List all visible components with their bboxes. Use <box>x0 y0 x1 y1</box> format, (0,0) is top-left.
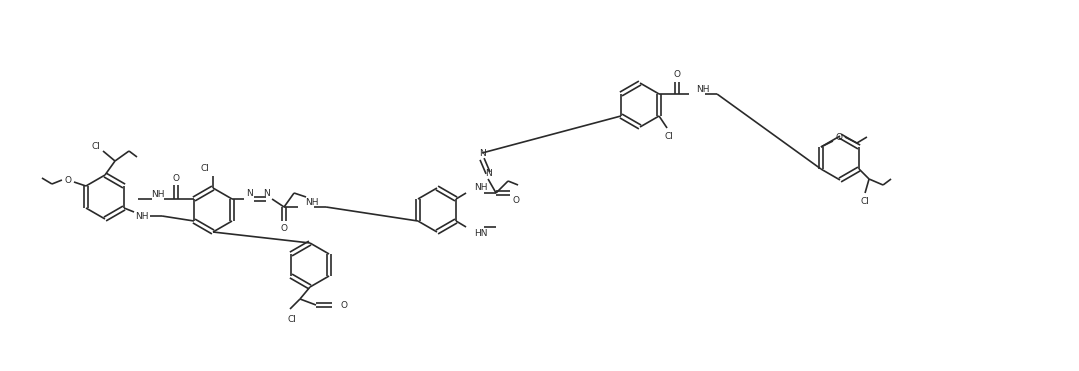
Text: O: O <box>513 196 520 204</box>
Text: N: N <box>262 188 270 197</box>
Text: O: O <box>835 132 843 141</box>
Text: O: O <box>65 175 71 184</box>
Text: Cl: Cl <box>861 197 870 206</box>
Text: NH: NH <box>696 85 710 93</box>
Text: O: O <box>673 69 681 79</box>
Text: NH: NH <box>151 190 165 198</box>
Text: Cl: Cl <box>288 315 297 324</box>
Text: Cl: Cl <box>201 164 209 173</box>
Text: O: O <box>281 223 287 233</box>
Text: Cl: Cl <box>92 141 100 151</box>
Text: O: O <box>340 301 347 309</box>
Text: O: O <box>173 174 179 183</box>
Text: N: N <box>246 188 252 197</box>
Text: NH: NH <box>305 197 318 207</box>
Text: NH: NH <box>474 183 488 191</box>
Text: Cl: Cl <box>665 131 673 141</box>
Text: NH: NH <box>135 211 149 220</box>
Text: N: N <box>479 148 486 158</box>
Text: N: N <box>484 168 491 177</box>
Text: HN: HN <box>474 229 488 237</box>
